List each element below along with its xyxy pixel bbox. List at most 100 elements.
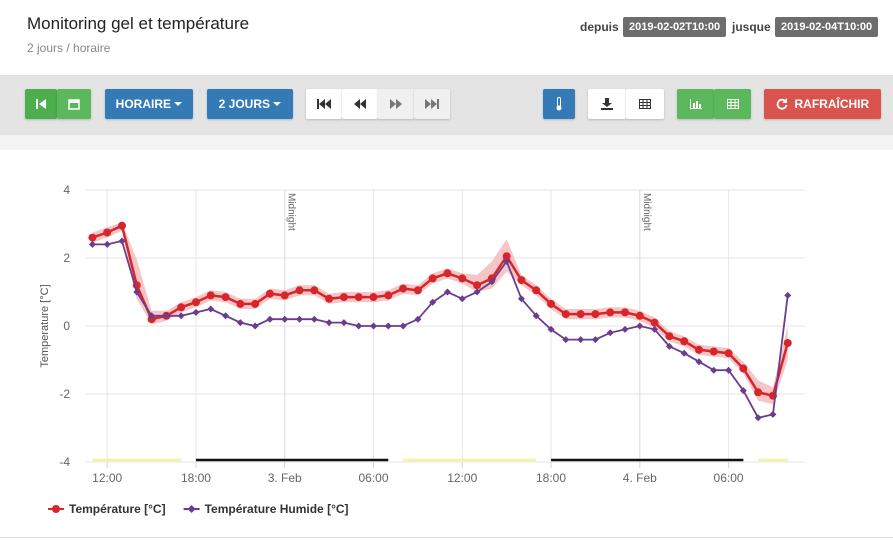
point <box>724 349 733 358</box>
x-tick-label: 4. Feb <box>623 471 657 485</box>
point <box>443 269 452 278</box>
point <box>606 308 615 317</box>
point <box>709 347 718 356</box>
icon <box>68 99 80 110</box>
point <box>206 291 215 300</box>
x-tick-label: 06:00 <box>358 471 388 485</box>
point <box>725 366 733 374</box>
point <box>265 289 274 298</box>
point <box>191 298 200 307</box>
y-tick-label: 4 <box>63 183 70 197</box>
point <box>695 358 703 366</box>
next-button[interactable] <box>378 89 414 119</box>
point <box>458 274 467 283</box>
point <box>103 240 111 248</box>
y-tick-label: 2 <box>63 251 70 265</box>
icon <box>354 99 366 109</box>
y-axis-title: Temperature [°C] <box>39 284 51 367</box>
table-button[interactable] <box>626 89 664 119</box>
y-tick-label: -2 <box>59 387 70 401</box>
y-tick-label: 0 <box>63 319 70 333</box>
prev-button[interactable] <box>342 89 378 119</box>
point <box>222 312 230 320</box>
icon <box>639 99 651 109</box>
point <box>769 410 777 418</box>
button-label: RAFRAÎCHIR <box>794 97 870 111</box>
point <box>517 295 525 303</box>
point <box>429 298 437 306</box>
x-tick-label: 12:00 <box>447 471 477 485</box>
range-button[interactable]: 2 JOURS <box>207 89 293 119</box>
icon <box>776 98 788 110</box>
to-badge: 2019-02-04T10:00 <box>775 17 879 37</box>
point <box>473 288 481 296</box>
icon <box>390 99 402 109</box>
point <box>251 322 259 330</box>
icon <box>689 99 702 109</box>
point <box>295 286 304 295</box>
grid-button[interactable] <box>714 89 751 119</box>
point <box>680 337 689 346</box>
from-badge: 2019-02-02T10:00 <box>623 17 727 37</box>
point <box>783 339 792 347</box>
point <box>488 278 496 286</box>
point <box>443 288 451 296</box>
calendar-button[interactable] <box>57 89 91 119</box>
point <box>562 336 570 344</box>
first-page-button[interactable] <box>306 89 342 119</box>
point <box>517 276 526 285</box>
point <box>117 221 126 230</box>
last-page-button[interactable] <box>414 89 450 119</box>
point <box>310 286 319 295</box>
point <box>221 293 230 302</box>
point <box>384 322 392 330</box>
point <box>103 228 112 237</box>
button-label: HORAIRE <box>115 97 171 111</box>
point <box>162 312 170 320</box>
point <box>88 240 96 248</box>
point <box>296 315 304 323</box>
separator <box>0 537 893 538</box>
point <box>621 308 629 317</box>
point <box>754 414 762 422</box>
point <box>739 387 747 395</box>
bar-chart-button[interactable] <box>677 89 714 119</box>
refresh-button[interactable]: RAFRAÎCHIR <box>764 89 881 119</box>
point <box>591 336 599 344</box>
point <box>576 310 585 319</box>
point <box>532 286 541 295</box>
point <box>325 294 334 303</box>
thermometer-button[interactable] <box>543 89 575 119</box>
legend-label: Température Humide [°C] <box>205 502 349 516</box>
point <box>177 312 185 320</box>
point <box>635 311 644 320</box>
icon <box>556 97 562 111</box>
point <box>502 252 511 261</box>
point <box>280 291 289 300</box>
point <box>339 293 348 302</box>
legend-marker <box>52 505 60 513</box>
page-subtitle: 2 jours / horaire <box>27 41 111 55</box>
point <box>739 364 748 373</box>
x-tick-label: 12:00 <box>92 471 122 485</box>
point <box>355 322 363 330</box>
legend-marker <box>187 505 196 513</box>
to-label: jusque <box>732 20 771 34</box>
point <box>665 342 673 350</box>
chart: -4 -2 0 2 4 12:00 18:00 3. Feb 06:00 12:00 18:00 4.… <box>39 183 805 516</box>
point <box>88 233 97 242</box>
page-title: Monitoring gel et température <box>27 14 250 33</box>
point <box>561 310 570 319</box>
point <box>340 319 348 327</box>
point <box>354 293 363 302</box>
x-tick-label: 18:00 <box>536 471 566 485</box>
interval-button[interactable]: HORAIRE <box>105 89 193 119</box>
download-button[interactable] <box>588 89 626 119</box>
button-label: 2 JOURS <box>218 97 270 111</box>
first-button[interactable] <box>25 89 57 119</box>
plot-line-label: Midnight <box>286 193 297 231</box>
icon <box>317 99 331 109</box>
y-tick-label: -4 <box>59 455 70 469</box>
point <box>532 312 540 320</box>
point <box>236 299 245 308</box>
